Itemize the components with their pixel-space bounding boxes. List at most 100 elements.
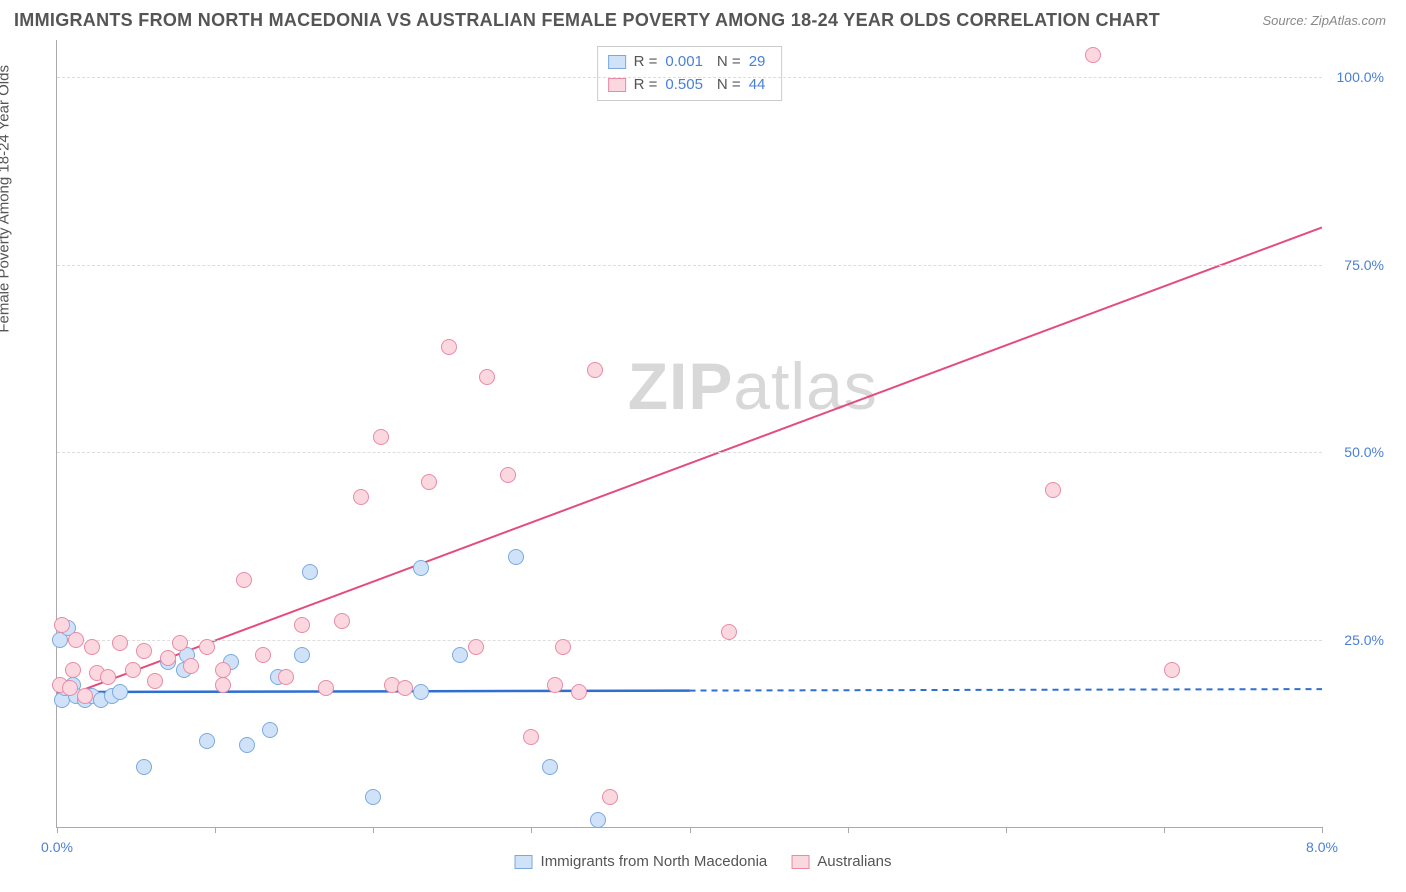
data-point [334,613,350,629]
data-point [294,647,310,663]
data-point [318,680,334,696]
data-point [125,662,141,678]
data-point [302,564,318,580]
data-point [255,647,271,663]
data-point [278,669,294,685]
data-point [199,733,215,749]
data-point [199,639,215,655]
data-point [413,560,429,576]
data-point [136,759,152,775]
y-tick-label: 50.0% [1344,444,1384,460]
watermark: ZIPatlas [628,348,878,424]
n-value: 29 [749,51,766,74]
data-point [215,662,231,678]
data-point [508,549,524,565]
trend-lines-layer [57,40,1322,827]
data-point [215,677,231,693]
data-point [1045,482,1061,498]
data-point [147,673,163,689]
legend-stats: R =0.001N =29R =0.505N =44 [597,46,783,101]
data-point [136,643,152,659]
legend-stat-row: R = 0.001 N = 29 [608,51,772,74]
data-point [353,489,369,505]
r-value: 0.001 [665,51,703,74]
data-point [112,635,128,651]
data-point [452,647,468,663]
x-tick [57,827,58,833]
plot-area: ZIPatlas R =0.001N =29R =0.505N =44 25.0… [56,40,1322,828]
data-point [590,812,606,828]
data-point [112,684,128,700]
r-label: R = [634,51,658,74]
data-point [468,639,484,655]
data-point [68,632,84,648]
x-tick [690,827,691,833]
data-point [160,650,176,666]
data-point [183,658,199,674]
data-point [441,339,457,355]
legend-label: Australians [817,853,891,870]
legend-series: Immigrants from North Macedonia Australia… [515,853,892,870]
gridline-h [57,452,1322,453]
legend-item: Australians [791,853,891,870]
legend-item: Immigrants from North Macedonia [515,853,768,870]
chart-container: Female Poverty Among 18-24 Year Olds ZIP… [14,38,1392,878]
data-point [555,639,571,655]
x-tick [1006,827,1007,833]
trend-line [57,227,1322,699]
y-axis-label: Female Poverty Among 18-24 Year Olds [0,65,13,333]
data-point [721,624,737,640]
gridline-h [57,265,1322,266]
data-point [413,684,429,700]
data-point [523,729,539,745]
x-tick-label: 8.0% [1306,839,1338,855]
data-point [373,429,389,445]
data-point [239,737,255,753]
data-point [100,669,116,685]
watermark-atlas: atlas [733,349,877,423]
data-point [1164,662,1180,678]
x-tick [1164,827,1165,833]
legend-swatch [608,78,626,92]
data-point [500,467,516,483]
data-point [77,688,93,704]
legend-label: Immigrants from North Macedonia [541,853,768,870]
x-tick [531,827,532,833]
trend-line [57,691,690,692]
data-point [262,722,278,738]
data-point [479,369,495,385]
data-point [571,684,587,700]
x-tick [373,827,374,833]
data-point [84,639,100,655]
y-tick-label: 75.0% [1344,257,1384,273]
data-point [602,789,618,805]
data-point [172,635,188,651]
data-point [365,789,381,805]
data-point [547,677,563,693]
watermark-zip: ZIP [628,349,734,423]
data-point [236,572,252,588]
data-point [65,662,81,678]
legend-swatch [515,855,533,869]
source-attribution: Source: ZipAtlas.com [1262,13,1386,28]
x-tick [1322,827,1323,833]
data-point [54,617,70,633]
gridline-h [57,640,1322,641]
data-point [421,474,437,490]
y-tick-label: 100.0% [1337,69,1384,85]
data-point [294,617,310,633]
x-tick [215,827,216,833]
legend-swatch [608,55,626,69]
legend-swatch [791,855,809,869]
data-point [1085,47,1101,63]
trend-line-dashed [690,689,1323,690]
data-point [587,362,603,378]
y-tick-label: 25.0% [1344,632,1384,648]
data-point [542,759,558,775]
data-point [397,680,413,696]
n-label: N = [717,51,741,74]
chart-title: IMMIGRANTS FROM NORTH MACEDONIA VS AUSTR… [14,10,1160,31]
x-tick-label: 0.0% [41,839,73,855]
x-tick [848,827,849,833]
data-point [62,680,78,696]
